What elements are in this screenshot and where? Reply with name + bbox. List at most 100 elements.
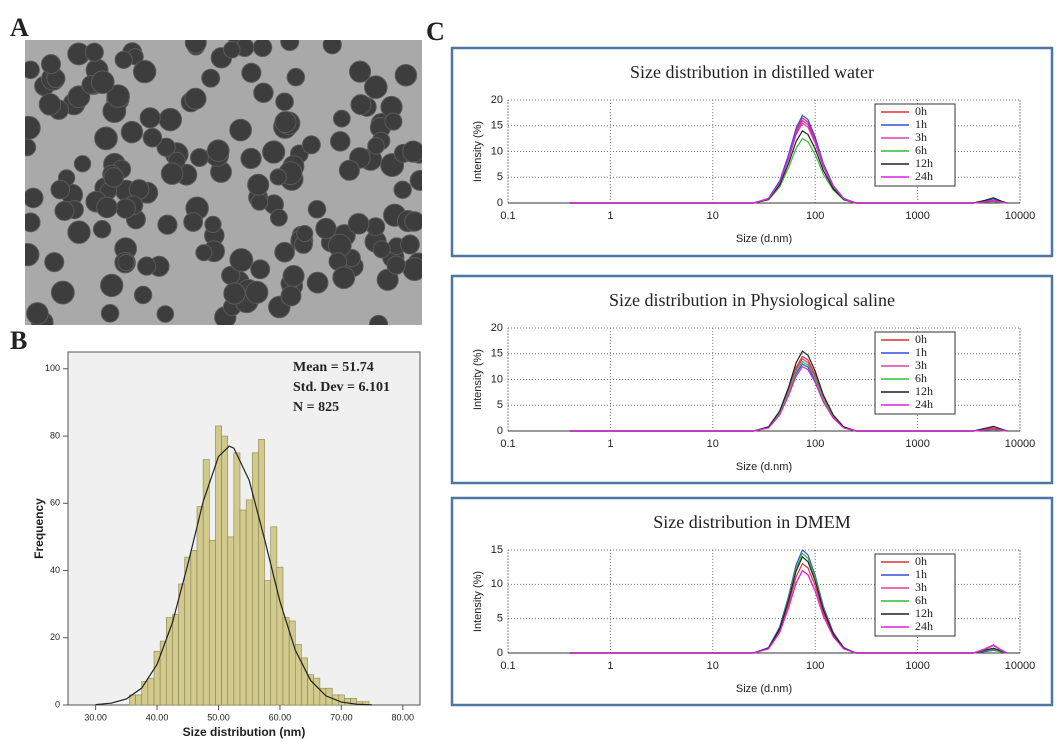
particle [223,282,246,305]
particle [90,70,115,95]
particle [364,75,388,99]
particle [115,198,136,219]
x-axis-label: Size distribution (nm) [183,725,306,739]
legend-box [874,553,956,637]
particle [315,217,337,240]
particle [158,107,183,132]
tem-particles [25,40,422,325]
bar [294,644,302,706]
particle [139,107,161,129]
particle [369,314,389,325]
y-axis-label: Intensity (%) [472,349,484,410]
legend-label: 24h [915,619,933,633]
particle [117,253,135,272]
y-tick-label: 20 [50,632,60,642]
particle [100,304,120,323]
panel-label: C [426,17,445,46]
bar [178,583,186,706]
particle [280,40,300,52]
particle [25,242,40,267]
particle [190,148,209,167]
annotation: N = 825 [293,400,339,415]
particle [306,271,329,294]
bar [233,452,241,706]
bar [159,640,167,706]
chart-title: Size distribution in DMEM [653,512,851,532]
x-tick-label: 1 [607,438,613,450]
particle [137,256,157,276]
y-axis-label: Frequency [32,498,46,559]
particle [103,167,124,188]
bar [258,439,265,706]
particle [386,255,406,275]
particle [250,259,271,280]
tem-image [25,40,422,325]
particle [142,127,163,148]
particle [44,252,65,273]
legend-label: 1h [915,117,927,131]
bar [344,697,351,706]
annotation: Mean = 51.74 [293,360,374,375]
particle [332,109,351,128]
particle [133,285,153,305]
y-tick-label: 0 [497,425,503,437]
x-tick-label: 10 [707,438,719,450]
bar [135,694,143,706]
bar [251,452,259,706]
x-tick-label: 1000 [905,660,929,672]
particle [25,212,41,233]
particle [206,139,230,163]
legend-label: 24h [915,169,933,183]
particle [67,220,91,244]
particle [402,257,422,281]
particle [350,94,372,116]
panel-frame [450,274,1054,485]
particle [247,173,270,196]
x-axis-label: Size (d.nm) [736,683,792,695]
particle [274,241,295,263]
particle [394,63,418,87]
bar [245,499,253,706]
particle [384,112,403,131]
bar [270,526,278,706]
legend-label: 6h [915,593,927,607]
x-tick-label: 0.1 [500,210,515,222]
x-axis-label: Size (d.nm) [736,233,792,245]
x-tick-label: 1000 [905,438,929,450]
panel-label: B [10,326,27,355]
series-line [569,365,1008,432]
particle [409,169,422,191]
dls-frames [450,46,1054,707]
y-tick-label: 10 [491,578,503,590]
y-tick-label: 80 [50,430,60,440]
particle [252,40,273,58]
particle [253,82,274,104]
particle [184,87,207,110]
bar [202,459,210,706]
y-tick-label: 0 [55,699,60,709]
particle [25,115,41,140]
y-tick-label: 60 [50,498,60,508]
legend-label: 3h [915,130,927,144]
particle [156,305,175,323]
x-tick-label: 100 [806,438,824,450]
legend-label: 1h [915,345,927,359]
x-tick-label: 0.1 [500,438,515,450]
particle [50,179,70,200]
particle [367,137,385,155]
particle [307,200,327,219]
particle [25,138,37,157]
bar [190,550,198,706]
x-tick-label: 10000 [1005,210,1036,222]
y-tick-label: 15 [491,120,503,132]
particle [132,59,157,84]
particle [250,193,269,211]
x-tick-label: 100 [806,210,824,222]
y-tick-label: 5 [497,613,503,625]
y-tick-label: 40 [50,565,60,575]
x-tick-label: 60.00 [269,712,292,722]
x-tick-label: 50.00 [207,712,230,722]
particle [241,62,262,83]
particle [40,54,61,75]
bar [282,617,290,706]
